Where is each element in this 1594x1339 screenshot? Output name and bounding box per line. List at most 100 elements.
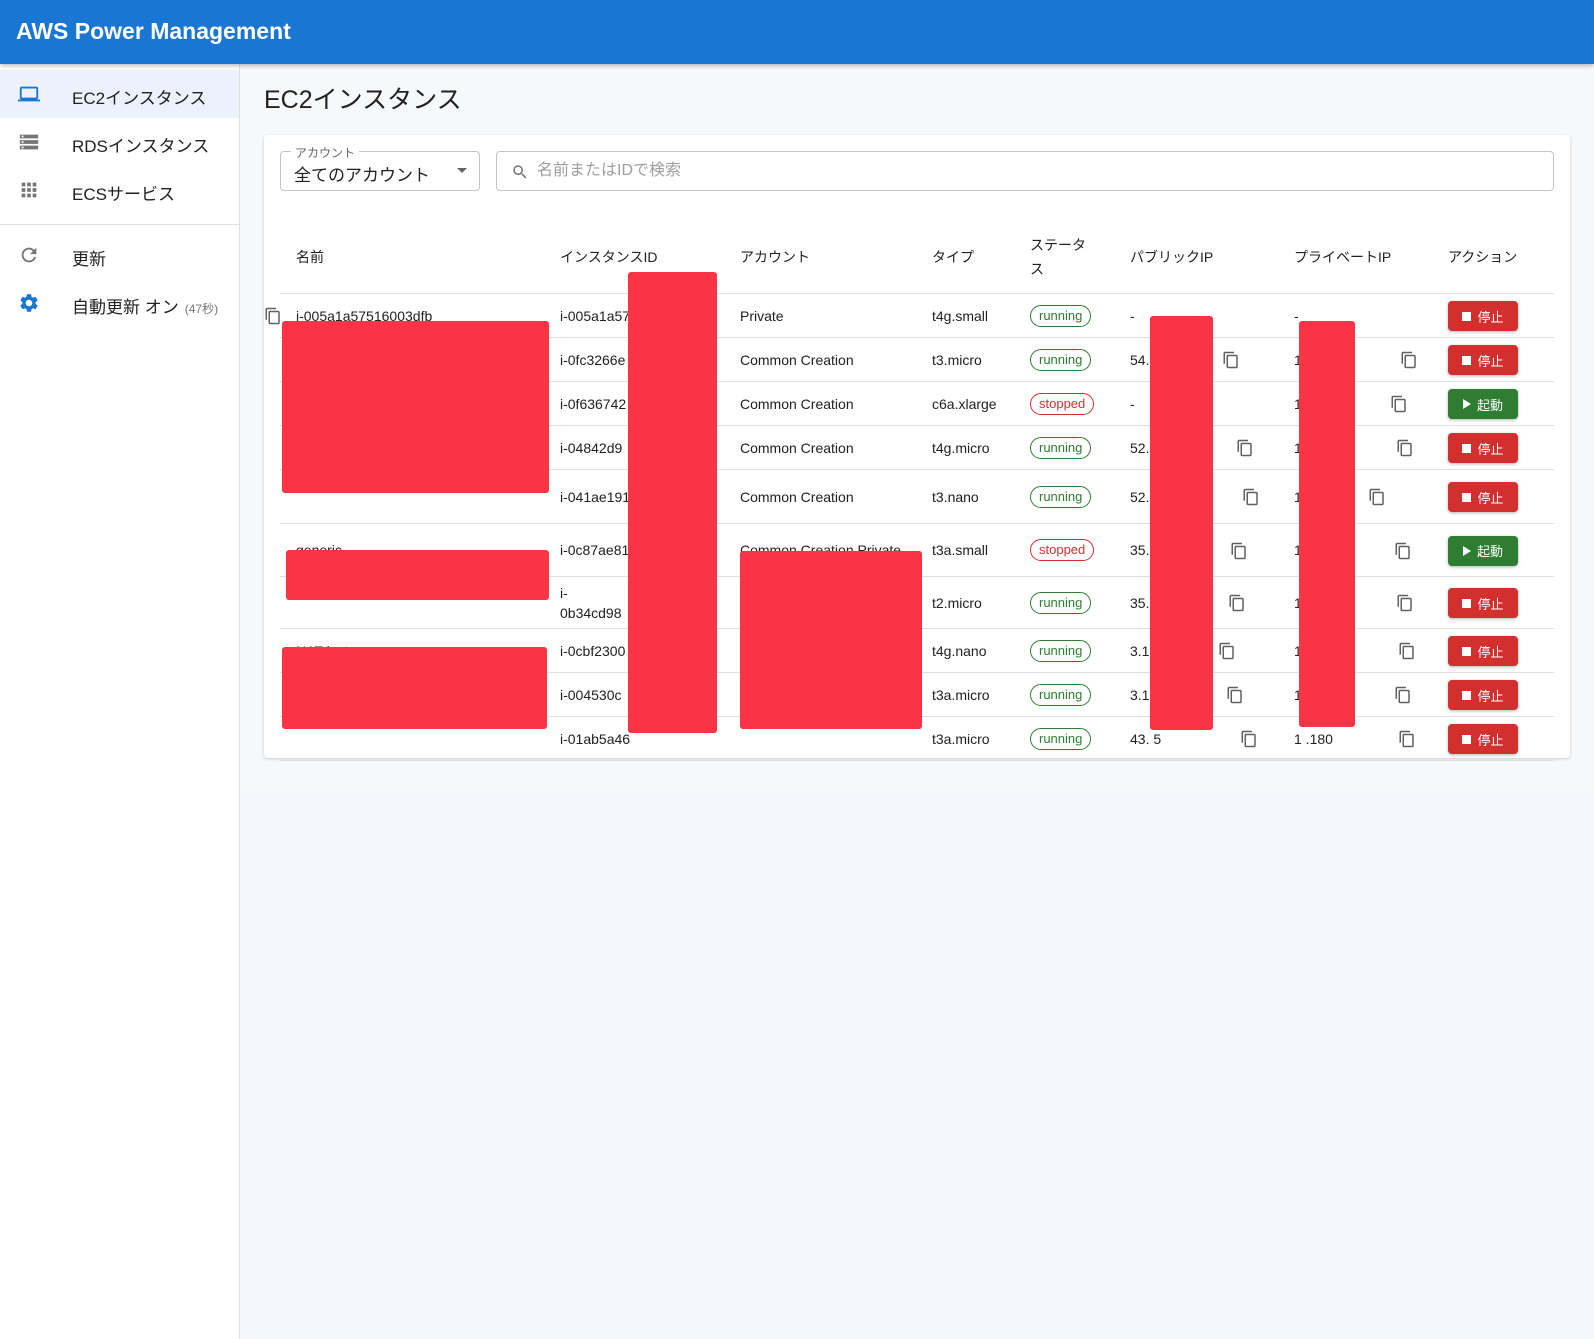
sidebar-item-label: RDSインスタンス <box>72 137 210 156</box>
copy-public-ip-icon[interactable] <box>1226 686 1244 704</box>
stop-button-label: 停止 <box>1477 490 1504 506</box>
stop-icon <box>1462 646 1472 656</box>
copy-private-ip-icon[interactable] <box>1394 686 1412 704</box>
instance-id: i-041ae191 <box>560 488 631 505</box>
stop-icon <box>1462 311 1472 321</box>
stop-button[interactable]: 停止 <box>1448 724 1518 754</box>
redaction-block <box>628 272 717 733</box>
account-select-value: 全てのアカウント <box>294 166 430 185</box>
stop-icon <box>1462 734 1472 744</box>
stop-button[interactable]: 停止 <box>1448 301 1518 331</box>
status-badge: running <box>1030 304 1092 327</box>
private-ip: 1 .180 <box>1294 730 1333 747</box>
status-badge: stopped <box>1030 539 1095 561</box>
refresh-label: 更新 <box>72 250 106 269</box>
search-field[interactable] <box>496 151 1554 191</box>
instance-id: i-0fc3266e <box>560 351 626 368</box>
copy-private-ip-icon[interactable] <box>1398 730 1416 748</box>
sidebar-item-rds[interactable]: RDSインスタンス <box>0 118 239 166</box>
copy-public-ip-icon[interactable] <box>1228 594 1246 612</box>
column-header-private-ip: プライベートIP <box>1294 248 1392 265</box>
start-button[interactable]: 起動 <box>1448 535 1518 566</box>
copy-private-ip-icon[interactable] <box>264 307 282 325</box>
stop-button-label: 停止 <box>1477 644 1504 660</box>
public-ip: 35. <box>1130 542 1150 558</box>
instance-account: Common Creation <box>740 351 854 368</box>
account-select[interactable]: アカウント 全てのアカウント <box>280 144 480 191</box>
copy-private-ip-icon[interactable] <box>1398 642 1416 660</box>
copy-private-ip-icon[interactable] <box>1396 594 1414 612</box>
status-badge: running <box>1030 485 1092 508</box>
column-header-status: ステータス <box>1030 236 1086 277</box>
copy-public-ip-icon[interactable] <box>1230 542 1248 560</box>
copy-public-ip-icon[interactable] <box>1236 439 1254 457</box>
instance-account: Common Creation <box>740 395 854 412</box>
instance-id: i-01ab5a46 <box>560 730 631 747</box>
stop-button[interactable]: 停止 <box>1448 588 1518 618</box>
public-ip: - <box>1130 307 1135 324</box>
stop-button-label: 停止 <box>1477 441 1504 457</box>
stop-button[interactable]: 停止 <box>1448 482 1518 512</box>
instance-id: i-04842d9 <box>560 439 623 456</box>
play-icon <box>1462 545 1471 556</box>
instance-account: Private <box>740 307 784 324</box>
stop-icon <box>1462 492 1472 502</box>
stop-button-label: 停止 <box>1477 353 1504 369</box>
copy-public-ip-icon[interactable] <box>1242 488 1260 506</box>
copy-public-ip-icon[interactable] <box>1218 642 1236 660</box>
stop-icon <box>1462 355 1472 365</box>
main-content: EC2インスタンス アカウント 全てのアカウント 名前 インスタンスID アカウ… <box>240 64 1594 1339</box>
instance-id: i-0cbf2300 <box>560 642 626 659</box>
start-button[interactable]: 起動 <box>1448 389 1518 419</box>
sidebar-item-ec2[interactable]: EC2インスタンス <box>0 70 239 118</box>
copy-private-ip-icon[interactable] <box>1390 395 1408 413</box>
table-row: i-005a1a57516003dfb i-005a1a57 Private t4g.… <box>265 294 1554 338</box>
search-input[interactable] <box>537 158 1537 184</box>
status-badge: stopped <box>1030 392 1095 415</box>
column-header-action: アクション <box>1448 248 1518 265</box>
instance-id: i-005a1a57 <box>560 307 631 324</box>
gear-icon <box>20 294 38 312</box>
instance-type: t4g.nano <box>932 642 987 659</box>
auto-refresh-toggle[interactable]: 自動更新 オン (47秒) <box>0 279 239 327</box>
copy-public-ip-icon[interactable] <box>1222 351 1240 369</box>
stop-button[interactable]: 停止 <box>1448 433 1518 463</box>
redaction-block <box>282 321 549 493</box>
status-badge: running <box>1030 436 1092 459</box>
instance-type: t3a.small <box>932 542 989 558</box>
column-header-public-ip: パブリックIP <box>1130 248 1214 265</box>
stop-button[interactable]: 停止 <box>1448 680 1518 710</box>
stop-button[interactable]: 停止 <box>1448 636 1518 666</box>
column-header-name: 名前 <box>296 248 324 265</box>
status-badge: running <box>1030 348 1092 371</box>
chevron-down-icon <box>457 168 467 173</box>
stop-icon <box>1462 690 1472 700</box>
refresh-button[interactable]: 更新 <box>0 231 239 279</box>
copy-private-ip-icon[interactable] <box>1400 351 1418 369</box>
table-row: i-04842d9 Common Creation t4g.micro running… <box>280 426 1554 470</box>
public-ip: 35. <box>1130 594 1150 611</box>
stop-button[interactable]: 停止 <box>1448 345 1518 375</box>
instance-type: t4g.small <box>932 307 989 324</box>
private-ip: - <box>1294 307 1299 324</box>
stop-icon <box>1462 598 1472 608</box>
status-badge: running <box>1030 591 1092 614</box>
storage-icon <box>19 134 39 150</box>
public-ip: 3.1 <box>1130 642 1150 659</box>
status-badge: running <box>1030 639 1092 662</box>
instance-id: i- 0b34cd98 <box>560 584 622 621</box>
copy-private-ip-icon[interactable] <box>1396 439 1414 457</box>
status-badge: running <box>1030 683 1092 706</box>
column-header-instance-id: インスタンスID <box>560 248 658 265</box>
copy-private-ip-icon[interactable] <box>1368 488 1386 506</box>
sidebar-divider <box>0 224 239 225</box>
copy-public-ip-icon[interactable] <box>1240 730 1258 748</box>
instance-type: t4g.micro <box>932 439 990 456</box>
sidebar-item-ecs[interactable]: ECSサービス <box>0 166 239 214</box>
instance-type: t3.micro <box>932 351 982 368</box>
redaction-block <box>1299 321 1355 727</box>
instance-account: Common Creation <box>740 488 854 505</box>
copy-private-ip-icon[interactable] <box>1394 542 1412 560</box>
auto-refresh-label: 自動更新 オン (47秒) <box>72 298 219 317</box>
instance-name: i-005a1a57516003dfb <box>296 307 433 324</box>
